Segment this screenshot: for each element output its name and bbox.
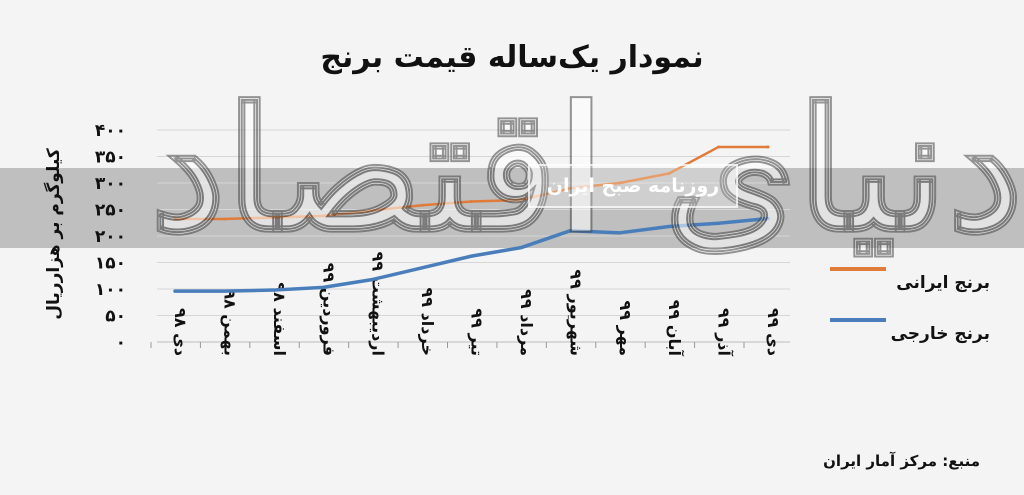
legend-label-series-1: برنج ایرانی bbox=[896, 273, 990, 293]
y-tick-label: ۱۵۰ bbox=[95, 254, 126, 274]
data-point-series-1 bbox=[420, 203, 424, 207]
x-tick-label: دی ۹۸ bbox=[171, 308, 190, 356]
watermark-logo-text: دنیای اقتصاد bbox=[149, 69, 1024, 271]
watermark-band bbox=[0, 168, 1024, 248]
data-point-series-2 bbox=[667, 224, 671, 228]
data-point-series-2 bbox=[519, 246, 523, 250]
y-tick-label: ۲۰۰ bbox=[95, 227, 126, 247]
legend-swatch-series-2 bbox=[830, 318, 886, 322]
y-tick-label: ۵۰ bbox=[105, 307, 126, 327]
x-tick-label: مهر ۹۹ bbox=[616, 300, 635, 356]
data-point-series-2 bbox=[222, 289, 226, 293]
y-tick-label: ۳۵۰ bbox=[95, 148, 126, 168]
x-tick-label: بهمن ۹۸ bbox=[220, 289, 239, 356]
data-point-series-1 bbox=[173, 217, 177, 221]
y-axis-label: کیلوگرم بر هزارریال bbox=[44, 148, 64, 320]
data-point-series-2 bbox=[470, 254, 473, 258]
y-tick-label: ۴۰۰ bbox=[95, 121, 126, 141]
data-point-series-2 bbox=[420, 266, 424, 270]
data-point-series-2 bbox=[272, 288, 276, 292]
data-point-series-1 bbox=[667, 171, 671, 175]
y-tick-label: ۳۰۰ bbox=[95, 174, 126, 194]
data-point-series-2 bbox=[568, 229, 572, 233]
data-point-series-2 bbox=[618, 231, 622, 235]
legend-swatch-series-1 bbox=[830, 267, 886, 271]
data-point-series-1 bbox=[272, 215, 276, 219]
data-point-series-2 bbox=[321, 285, 325, 289]
x-tick-label: مرداد ۹۹ bbox=[517, 289, 536, 356]
data-point-series-1 bbox=[519, 198, 523, 202]
data-point-series-2 bbox=[173, 289, 177, 293]
x-tick-label: فروردین ۹۹ bbox=[319, 263, 338, 356]
x-tick-label: آذر ۹۹ bbox=[715, 308, 735, 357]
chart-title: نمودار یک‌ساله قیمت برنج bbox=[320, 40, 704, 75]
y-tick-label: ۰ bbox=[116, 333, 126, 353]
data-point-series-1 bbox=[222, 217, 226, 221]
y-tick-label: ۱۰۰ bbox=[95, 280, 126, 300]
data-point-series-1 bbox=[717, 145, 721, 149]
data-point-series-1 bbox=[618, 181, 622, 185]
data-point-series-2 bbox=[371, 277, 375, 281]
x-tick-label: شهریور ۹۹ bbox=[566, 269, 585, 356]
x-tick-label: آبان ۹۹ bbox=[665, 300, 685, 357]
data-point-series-1 bbox=[568, 186, 572, 190]
watermark-badge: روزنامه صبح ایران bbox=[528, 164, 738, 208]
x-tick-label: اسفند ۹۸ bbox=[270, 282, 289, 356]
data-point-series-1 bbox=[321, 214, 325, 218]
x-tick-label: دی ۹۹ bbox=[764, 308, 783, 356]
legend-label-series-2: برنج خارجی bbox=[890, 324, 990, 344]
x-tick-label: تیر ۹۹ bbox=[468, 308, 487, 356]
data-point-series-1 bbox=[766, 145, 770, 149]
data-point-series-2 bbox=[766, 217, 770, 221]
x-tick-label: خرداد ۹۹ bbox=[418, 288, 437, 357]
data-point-series-1 bbox=[371, 209, 375, 213]
data-point-series-2 bbox=[717, 221, 721, 225]
y-tick-label: ۲۵۰ bbox=[95, 201, 126, 221]
data-point-series-1 bbox=[470, 200, 473, 204]
source-note: منبع: مرکز آمار ایران bbox=[823, 452, 980, 470]
